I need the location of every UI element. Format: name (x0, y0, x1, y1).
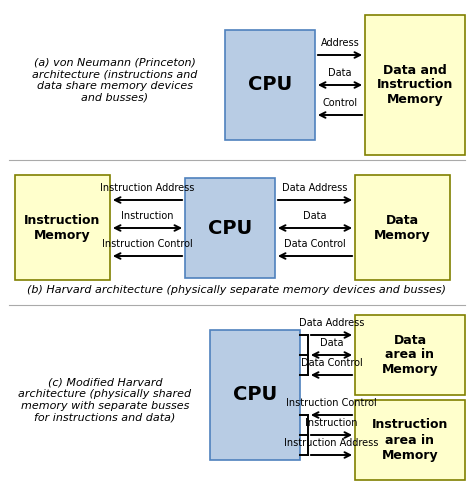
Bar (225, 30, 315, 140)
Text: Instruction Control: Instruction Control (102, 239, 193, 249)
Text: (a) von Neumann (Princeton)
architecture (instructions and
data share memory dev: (a) von Neumann (Princeton) architecture… (32, 58, 198, 103)
Text: (b) Harvard architecture (physically separate memory devices and busses): (b) Harvard architecture (physically sep… (27, 285, 447, 295)
Text: Data: Data (328, 68, 352, 78)
Text: Data and
Instruction
Memory: Data and Instruction Memory (377, 64, 453, 106)
Text: Instruction
Memory: Instruction Memory (24, 213, 100, 242)
Text: Data Control: Data Control (301, 358, 363, 368)
Bar (355, 400, 465, 480)
Text: CPU: CPU (208, 219, 252, 238)
Bar (15, 175, 110, 280)
Text: Data Address: Data Address (299, 318, 364, 328)
Text: (c) Modified Harvard
architecture (physically shared
memory with separate busses: (c) Modified Harvard architecture (physi… (18, 378, 191, 422)
Bar (355, 315, 465, 395)
Bar (185, 178, 275, 278)
Text: Instruction: Instruction (121, 211, 174, 221)
Text: Address: Address (320, 38, 359, 48)
Bar (355, 175, 450, 280)
Text: Instruction Address: Instruction Address (100, 183, 195, 193)
Text: Data: Data (320, 338, 343, 348)
Text: Data Address: Data Address (283, 183, 348, 193)
Text: Instruction
area in
Memory: Instruction area in Memory (372, 418, 448, 462)
Text: CPU: CPU (233, 385, 277, 404)
Bar (365, 15, 465, 155)
Text: CPU: CPU (248, 75, 292, 94)
Text: Instruction: Instruction (305, 418, 358, 428)
Text: Data: Data (303, 211, 327, 221)
Text: Instruction Address: Instruction Address (284, 438, 379, 448)
Text: Data
area in
Memory: Data area in Memory (382, 333, 438, 377)
Text: Instruction Control: Instruction Control (286, 398, 377, 408)
Bar (210, 330, 300, 460)
Text: Control: Control (322, 98, 357, 108)
Text: Data
Memory: Data Memory (374, 213, 431, 242)
Text: Data Control: Data Control (284, 239, 346, 249)
